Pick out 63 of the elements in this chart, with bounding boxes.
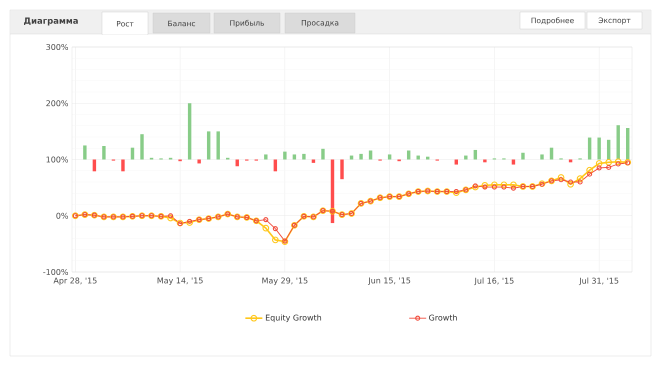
point (596, 165, 602, 170)
bar (597, 138, 601, 160)
point (614, 158, 622, 166)
point (491, 181, 498, 188)
bar (264, 154, 268, 160)
bar (216, 131, 220, 160)
point (510, 186, 516, 191)
bar (464, 156, 468, 160)
point (492, 184, 497, 190)
bar (283, 152, 287, 160)
point (586, 166, 593, 174)
point (272, 226, 278, 232)
bar (302, 154, 306, 160)
point (616, 161, 621, 167)
bar (568, 160, 572, 162)
bar (197, 160, 201, 164)
bar (474, 150, 478, 160)
bar (588, 138, 592, 160)
bar (512, 160, 516, 165)
point (558, 174, 564, 181)
point (272, 236, 279, 244)
point (500, 181, 508, 188)
bar (416, 156, 420, 160)
point (567, 180, 574, 188)
bar (92, 160, 96, 172)
point (482, 182, 488, 189)
point (510, 181, 517, 188)
bar (454, 160, 458, 165)
point (605, 158, 612, 166)
bar (426, 156, 430, 160)
bar (121, 160, 125, 172)
bar (406, 150, 410, 160)
point (501, 184, 506, 190)
bar (521, 152, 525, 160)
bar (626, 128, 630, 160)
point (568, 179, 574, 185)
bar (292, 154, 296, 160)
bar (274, 160, 278, 172)
bar (483, 160, 487, 162)
point (578, 179, 583, 185)
point (606, 164, 612, 170)
point (587, 172, 592, 177)
bar (359, 154, 363, 160)
bar (606, 140, 610, 160)
bar (321, 148, 325, 160)
bar (102, 146, 106, 160)
point (596, 160, 603, 167)
bar (616, 125, 620, 160)
bar (206, 131, 210, 160)
point (482, 184, 488, 190)
point (168, 213, 174, 218)
chart-title: Диаграмма (24, 18, 78, 26)
point (262, 224, 270, 232)
bar (188, 103, 192, 160)
bar (368, 150, 372, 160)
point (558, 177, 564, 182)
bar (388, 154, 392, 160)
point (167, 214, 174, 222)
point (263, 217, 268, 222)
bar (236, 160, 239, 166)
bar (312, 160, 316, 163)
bar (83, 145, 87, 160)
point (576, 175, 584, 182)
